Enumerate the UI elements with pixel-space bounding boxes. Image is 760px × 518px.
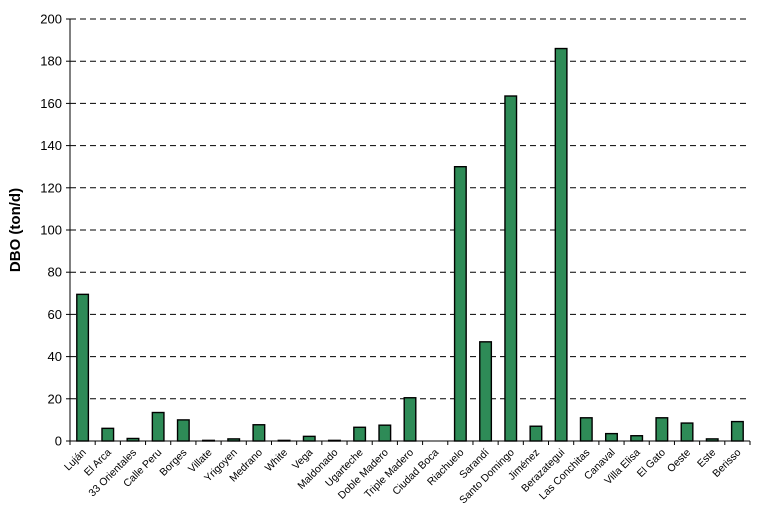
x-tick-label: Borges bbox=[157, 447, 189, 479]
bar bbox=[101, 427, 115, 442]
gridlines bbox=[70, 18, 750, 400]
bar bbox=[604, 432, 618, 442]
bar bbox=[529, 425, 543, 442]
bar bbox=[176, 419, 190, 442]
y-tick-label: 140 bbox=[40, 138, 62, 153]
y-tick-label: 20 bbox=[48, 391, 62, 406]
y-tick-label: 0 bbox=[55, 434, 62, 449]
bar bbox=[403, 397, 417, 442]
bar bbox=[554, 47, 568, 442]
y-tick-label: 100 bbox=[40, 223, 62, 238]
bar bbox=[730, 420, 744, 442]
bar bbox=[579, 417, 593, 442]
y-tick-label: 60 bbox=[48, 307, 62, 322]
x-tick-label: Berisso bbox=[710, 447, 743, 480]
bar bbox=[453, 165, 467, 442]
bar bbox=[353, 426, 367, 442]
y-axis-label: DBO (ton/d) bbox=[7, 188, 24, 272]
y-tick-label: 180 bbox=[40, 54, 62, 69]
bar bbox=[252, 424, 266, 442]
x-tick-label: Oeste bbox=[665, 447, 693, 475]
bar bbox=[655, 417, 669, 442]
x-tick-label: El Gato bbox=[635, 447, 668, 480]
axes bbox=[66, 18, 751, 445]
bar bbox=[151, 411, 165, 442]
bar bbox=[76, 293, 90, 442]
bar bbox=[479, 341, 493, 442]
bar bbox=[378, 424, 392, 442]
y-tick-label: 200 bbox=[40, 12, 62, 27]
bar bbox=[504, 95, 518, 442]
bar bbox=[302, 435, 316, 442]
y-tick-label: 40 bbox=[48, 349, 62, 364]
y-tick-label: 120 bbox=[40, 180, 62, 195]
y-tick-labels: 0 20 40 60 80 100 120 140 160 180 200 bbox=[40, 12, 62, 449]
bars bbox=[76, 47, 744, 442]
y-tick-label: 80 bbox=[48, 265, 62, 280]
bar bbox=[630, 435, 644, 442]
x-tick-label: White bbox=[263, 447, 291, 475]
y-tick-label: 160 bbox=[40, 96, 62, 111]
bar bbox=[680, 422, 694, 442]
